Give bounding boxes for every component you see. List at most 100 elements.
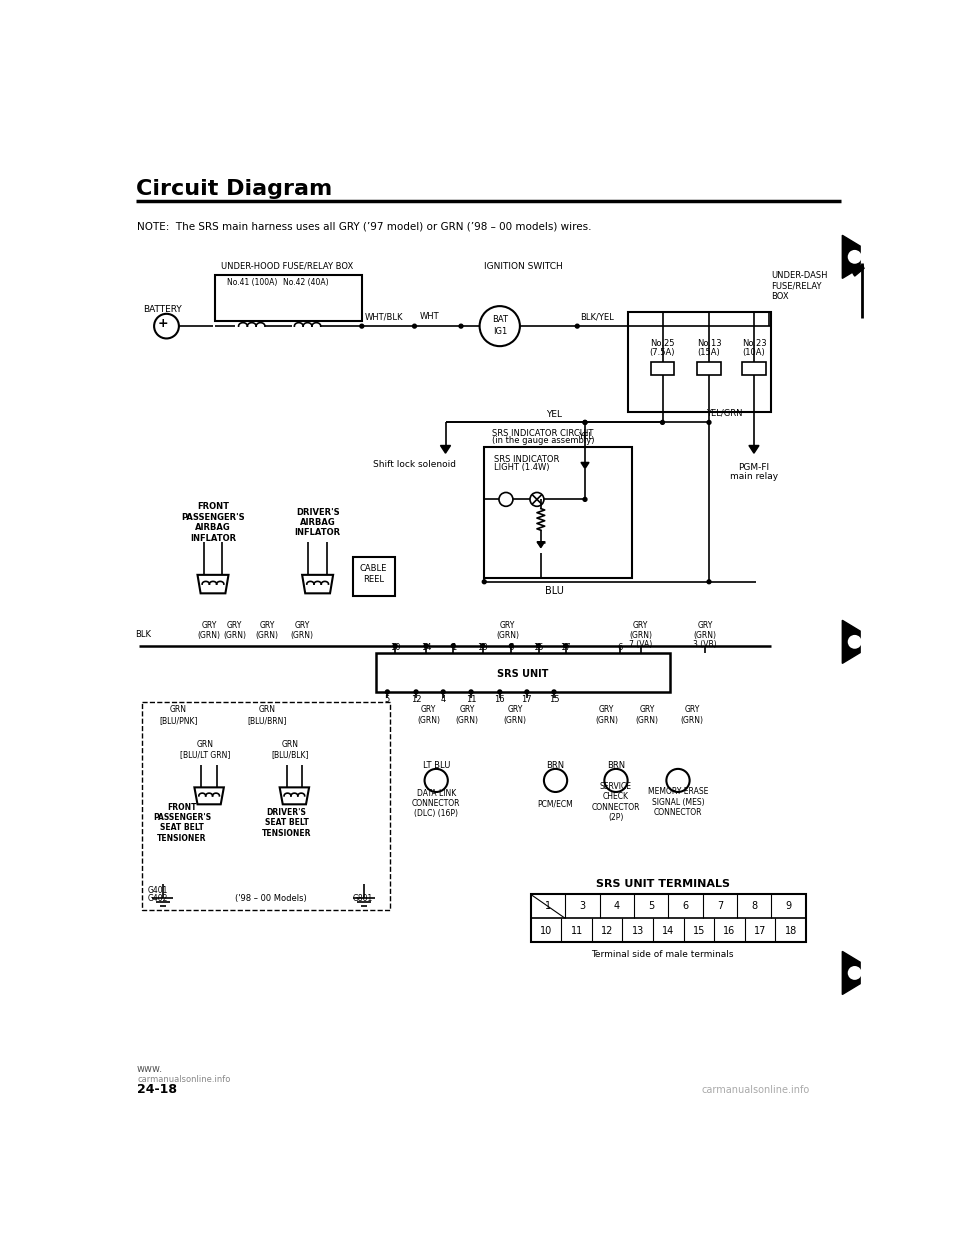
Text: 5: 5 (648, 900, 655, 910)
Text: 7: 7 (717, 900, 723, 910)
Text: No.23: No.23 (742, 339, 766, 348)
Text: DATA LINK
CONNECTOR
(DLC) (16P): DATA LINK CONNECTOR (DLC) (16P) (412, 789, 461, 818)
Text: BATTERY: BATTERY (143, 304, 182, 314)
Circle shape (394, 643, 397, 647)
Text: 11: 11 (466, 696, 476, 704)
Circle shape (537, 643, 540, 647)
Text: BAT: BAT (492, 315, 508, 324)
Text: BRN: BRN (546, 760, 564, 770)
Circle shape (413, 324, 417, 328)
Text: G401: G401 (147, 886, 167, 895)
Bar (142, 702, 390, 910)
Text: 10: 10 (540, 925, 552, 935)
Text: (15A): (15A) (698, 348, 720, 356)
Polygon shape (842, 620, 860, 663)
Circle shape (481, 643, 485, 647)
Text: GRY
(GRN): GRY (GRN) (496, 621, 519, 640)
Text: GRY
(GRN): GRY (GRN) (456, 705, 479, 724)
Text: GRY
(GRN): GRY (GRN) (636, 705, 659, 724)
Circle shape (385, 691, 390, 694)
Text: SRS UNIT: SRS UNIT (497, 669, 549, 679)
Text: Circuit Diagram: Circuit Diagram (135, 179, 332, 199)
Text: 1: 1 (450, 642, 456, 652)
Text: 14: 14 (662, 925, 675, 935)
Text: 15: 15 (693, 925, 705, 935)
Text: +: + (158, 317, 169, 330)
Text: SERVICE
CHECK
CONNECTOR
(2P): SERVICE CHECK CONNECTOR (2P) (591, 782, 640, 822)
Bar (214, 274, 362, 320)
Text: PCM/ECM: PCM/ECM (538, 799, 573, 809)
Text: GRY
(GRN): GRY (GRN) (223, 621, 246, 640)
Circle shape (414, 691, 418, 694)
Text: 10: 10 (390, 642, 400, 652)
Circle shape (525, 691, 529, 694)
Circle shape (848, 635, 862, 648)
Text: No.41 (100A): No.41 (100A) (227, 278, 276, 287)
Text: 13: 13 (477, 642, 488, 652)
Bar (742, 361, 765, 375)
Text: 17: 17 (521, 696, 532, 704)
Text: 1: 1 (545, 900, 551, 910)
Text: G801: G801 (352, 894, 372, 903)
Polygon shape (581, 462, 589, 468)
Circle shape (583, 498, 587, 502)
Text: GRN
[BLU/PNK]: GRN [BLU/PNK] (158, 705, 198, 724)
Text: (7.5A): (7.5A) (650, 348, 675, 356)
Text: 9: 9 (785, 900, 792, 910)
Text: GRY
(GRN): GRY (GRN) (417, 705, 440, 724)
Text: FRONT
PASSENGER'S
SEAT BELT
TENSIONER: FRONT PASSENGER'S SEAT BELT TENSIONER (153, 802, 211, 843)
Circle shape (424, 643, 428, 647)
Text: ('98 – 00 Models): ('98 – 00 Models) (235, 894, 307, 903)
Text: GRN
[BLU/LT GRN]: GRN [BLU/LT GRN] (180, 740, 230, 759)
Text: 24-18: 24-18 (137, 1083, 177, 1097)
Text: 13: 13 (632, 925, 644, 935)
Text: NOTE:  The SRS main harness uses all GRY (’97 model) or GRN (’98 – 00 models) wi: NOTE: The SRS main harness uses all GRY … (137, 221, 591, 231)
Bar (352, 558, 396, 596)
Circle shape (660, 421, 664, 425)
Text: 6: 6 (683, 900, 688, 910)
Text: 12: 12 (601, 925, 613, 935)
Text: BRN: BRN (607, 760, 625, 770)
Circle shape (442, 691, 445, 694)
Circle shape (848, 966, 862, 980)
Text: www.: www. (137, 1064, 163, 1074)
Text: carmanualsonline.info: carmanualsonline.info (701, 1086, 809, 1095)
Text: Shift lock solenoid: Shift lock solenoid (373, 461, 456, 469)
Text: YEL/GRN: YEL/GRN (707, 409, 743, 417)
Text: G402: G402 (147, 894, 167, 903)
Circle shape (708, 580, 711, 584)
Text: 5: 5 (385, 696, 390, 704)
Text: DRIVER'S
SEAT BELT
TENSIONER: DRIVER'S SEAT BELT TENSIONER (262, 807, 311, 837)
Text: 15: 15 (533, 642, 543, 652)
Circle shape (583, 421, 587, 425)
Text: 12: 12 (411, 696, 421, 704)
Bar (484, 447, 632, 578)
Circle shape (583, 421, 587, 425)
Circle shape (498, 691, 502, 694)
Text: BLU: BLU (544, 586, 564, 596)
Text: WHT: WHT (420, 313, 440, 322)
Text: 16: 16 (494, 696, 505, 704)
Text: GRY
(GRN): GRY (GRN) (198, 621, 221, 640)
Text: LT BLU: LT BLU (422, 760, 450, 770)
Text: 3 (VB): 3 (VB) (693, 640, 717, 648)
Text: SRS UNIT TERMINALS: SRS UNIT TERMINALS (595, 879, 730, 889)
Text: GRY
(GRN): GRY (GRN) (504, 705, 527, 724)
Bar (628, 312, 771, 412)
Bar (651, 361, 674, 375)
Text: PGM-FI: PGM-FI (738, 462, 770, 472)
Text: 6: 6 (617, 642, 623, 652)
Circle shape (552, 691, 556, 694)
Circle shape (575, 324, 579, 328)
Text: 4: 4 (441, 696, 445, 704)
Text: carmanualsonline.info: carmanualsonline.info (137, 1074, 230, 1084)
Text: (in the gauge assembly): (in the gauge assembly) (492, 436, 594, 446)
Circle shape (459, 324, 463, 328)
Text: Terminal side of male terminals: Terminal side of male terminals (591, 950, 733, 959)
Polygon shape (441, 446, 450, 453)
Text: GRN
[BLU/BRN]: GRN [BLU/BRN] (248, 705, 287, 724)
Text: UNDER-DASH
FUSE/RELAY
BOX: UNDER-DASH FUSE/RELAY BOX (771, 271, 828, 301)
Text: 6: 6 (509, 642, 514, 652)
Polygon shape (852, 265, 864, 276)
Text: GRY
(GRN): GRY (GRN) (595, 705, 618, 724)
